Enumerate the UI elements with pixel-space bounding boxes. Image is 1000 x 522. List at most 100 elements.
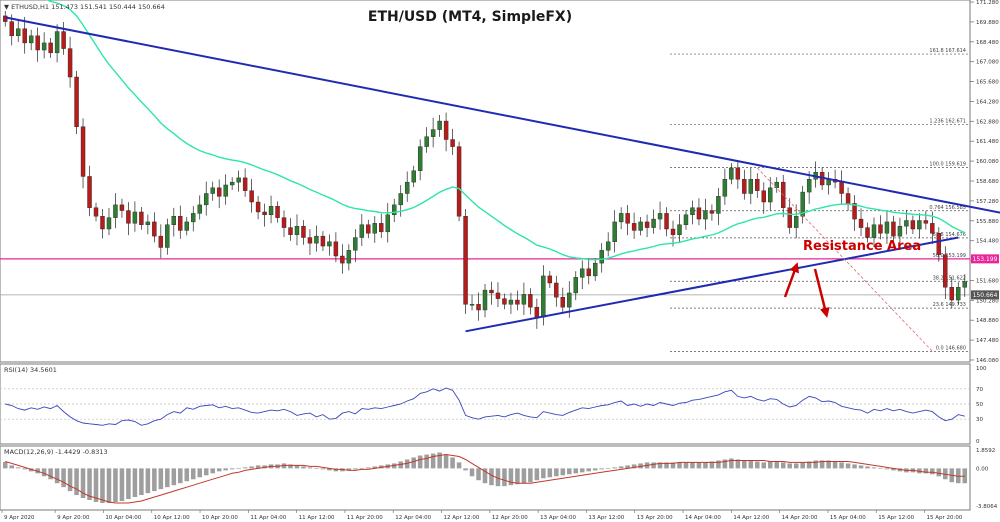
candle <box>437 114 442 137</box>
candle <box>463 208 468 314</box>
candle-body <box>722 179 728 197</box>
candle-body <box>191 213 196 223</box>
candle <box>158 224 164 259</box>
candle <box>580 260 585 290</box>
candle <box>755 173 760 198</box>
candle <box>41 32 47 59</box>
candle <box>3 10 8 27</box>
candle-body <box>547 275 553 284</box>
x-tick-label: 13 Apr 20:00 <box>637 515 673 521</box>
candle-body <box>15 28 21 37</box>
candle-body <box>541 275 546 318</box>
candle-body <box>411 170 416 183</box>
candle <box>482 283 488 318</box>
candle <box>528 288 533 315</box>
candle-body <box>904 220 909 227</box>
macd-histogram-bar <box>262 465 267 469</box>
candle <box>800 185 805 224</box>
macd-histogram-bar <box>307 467 313 469</box>
fib-level-label: 1.236 162.671 <box>929 118 966 124</box>
candle <box>716 187 721 226</box>
price-y-tick-label: 154.480 <box>976 239 999 245</box>
candle-body <box>599 250 604 264</box>
candle <box>638 216 643 236</box>
candle-body <box>476 304 481 311</box>
candle-body <box>301 225 306 238</box>
candle <box>15 19 21 42</box>
price-y-tick-label: 155.880 <box>976 219 999 225</box>
candle-body <box>696 207 702 220</box>
macd-histogram-bar <box>93 468 99 502</box>
candle-body <box>657 213 663 220</box>
candle <box>132 201 138 232</box>
macd-y-tick-label: 0.00 <box>976 466 989 472</box>
ascending-trendline <box>465 236 959 333</box>
candle-body <box>139 211 144 225</box>
candle <box>560 287 566 314</box>
candle <box>54 24 60 63</box>
candle-body <box>593 262 598 277</box>
candle <box>87 165 92 217</box>
macd-histogram-bar <box>482 468 488 484</box>
price-badge-current-text: 150.664 <box>973 292 998 299</box>
candle-body <box>67 48 73 78</box>
macd-histogram-bar <box>845 463 851 469</box>
candle-body <box>22 28 27 44</box>
candle-body <box>469 304 475 306</box>
rsi-y-tick-label: 0 <box>976 439 980 445</box>
candle <box>593 258 598 281</box>
macd-histogram-bar <box>353 468 358 470</box>
candle <box>165 218 170 255</box>
candle-body <box>327 241 332 247</box>
macd-signal-line <box>5 453 965 504</box>
candle <box>119 198 125 218</box>
x-tick-label: 13 Apr 12:00 <box>588 515 624 521</box>
macd-histogram-bar <box>229 468 235 470</box>
candle <box>664 207 669 237</box>
candle-body <box>787 207 792 228</box>
candle <box>871 217 877 248</box>
macd-histogram-bar <box>670 462 676 469</box>
candle-body <box>178 216 183 231</box>
macd-histogram-bar <box>547 468 553 478</box>
macd-histogram-bar <box>197 468 203 478</box>
candle <box>327 234 332 256</box>
candle-body <box>729 167 734 180</box>
macd-histogram-bar <box>171 468 177 486</box>
candle-body <box>768 187 773 203</box>
macd-histogram <box>2 452 968 503</box>
candle <box>865 222 870 243</box>
candle-body <box>372 223 377 234</box>
candle <box>184 216 189 236</box>
candle <box>936 227 942 262</box>
macd-histogram-bar <box>450 457 455 469</box>
candle <box>605 232 611 257</box>
macd-histogram-bar <box>210 468 215 474</box>
macd-histogram-bar <box>729 458 734 469</box>
candle <box>793 204 799 239</box>
candle <box>236 170 241 192</box>
macd-histogram-bar <box>281 463 287 469</box>
candle-body <box>502 298 507 305</box>
candle-body <box>670 228 676 235</box>
moving-average-line <box>46 0 966 261</box>
candle-body <box>443 120 449 140</box>
candle <box>891 215 896 244</box>
candle-body <box>268 206 274 216</box>
rsi-y-axis: 100 70 50 30 0 <box>0 366 987 445</box>
candle <box>178 205 183 239</box>
candle-body <box>28 35 34 44</box>
candle-body <box>132 211 138 224</box>
candle-body <box>800 191 805 217</box>
x-tick-label: 11 Apr 20:00 <box>347 515 383 521</box>
price-y-tick-label: 164.280 <box>976 99 999 105</box>
x-tick-label: 9 Apr 20:00 <box>57 515 90 521</box>
macd-histogram-bar <box>15 467 21 469</box>
candle-body <box>930 223 935 234</box>
candle-body <box>651 218 656 228</box>
candle <box>61 22 66 55</box>
candle-body <box>54 31 60 54</box>
candle <box>450 128 455 156</box>
candle-body <box>197 204 202 214</box>
candle <box>242 168 248 197</box>
